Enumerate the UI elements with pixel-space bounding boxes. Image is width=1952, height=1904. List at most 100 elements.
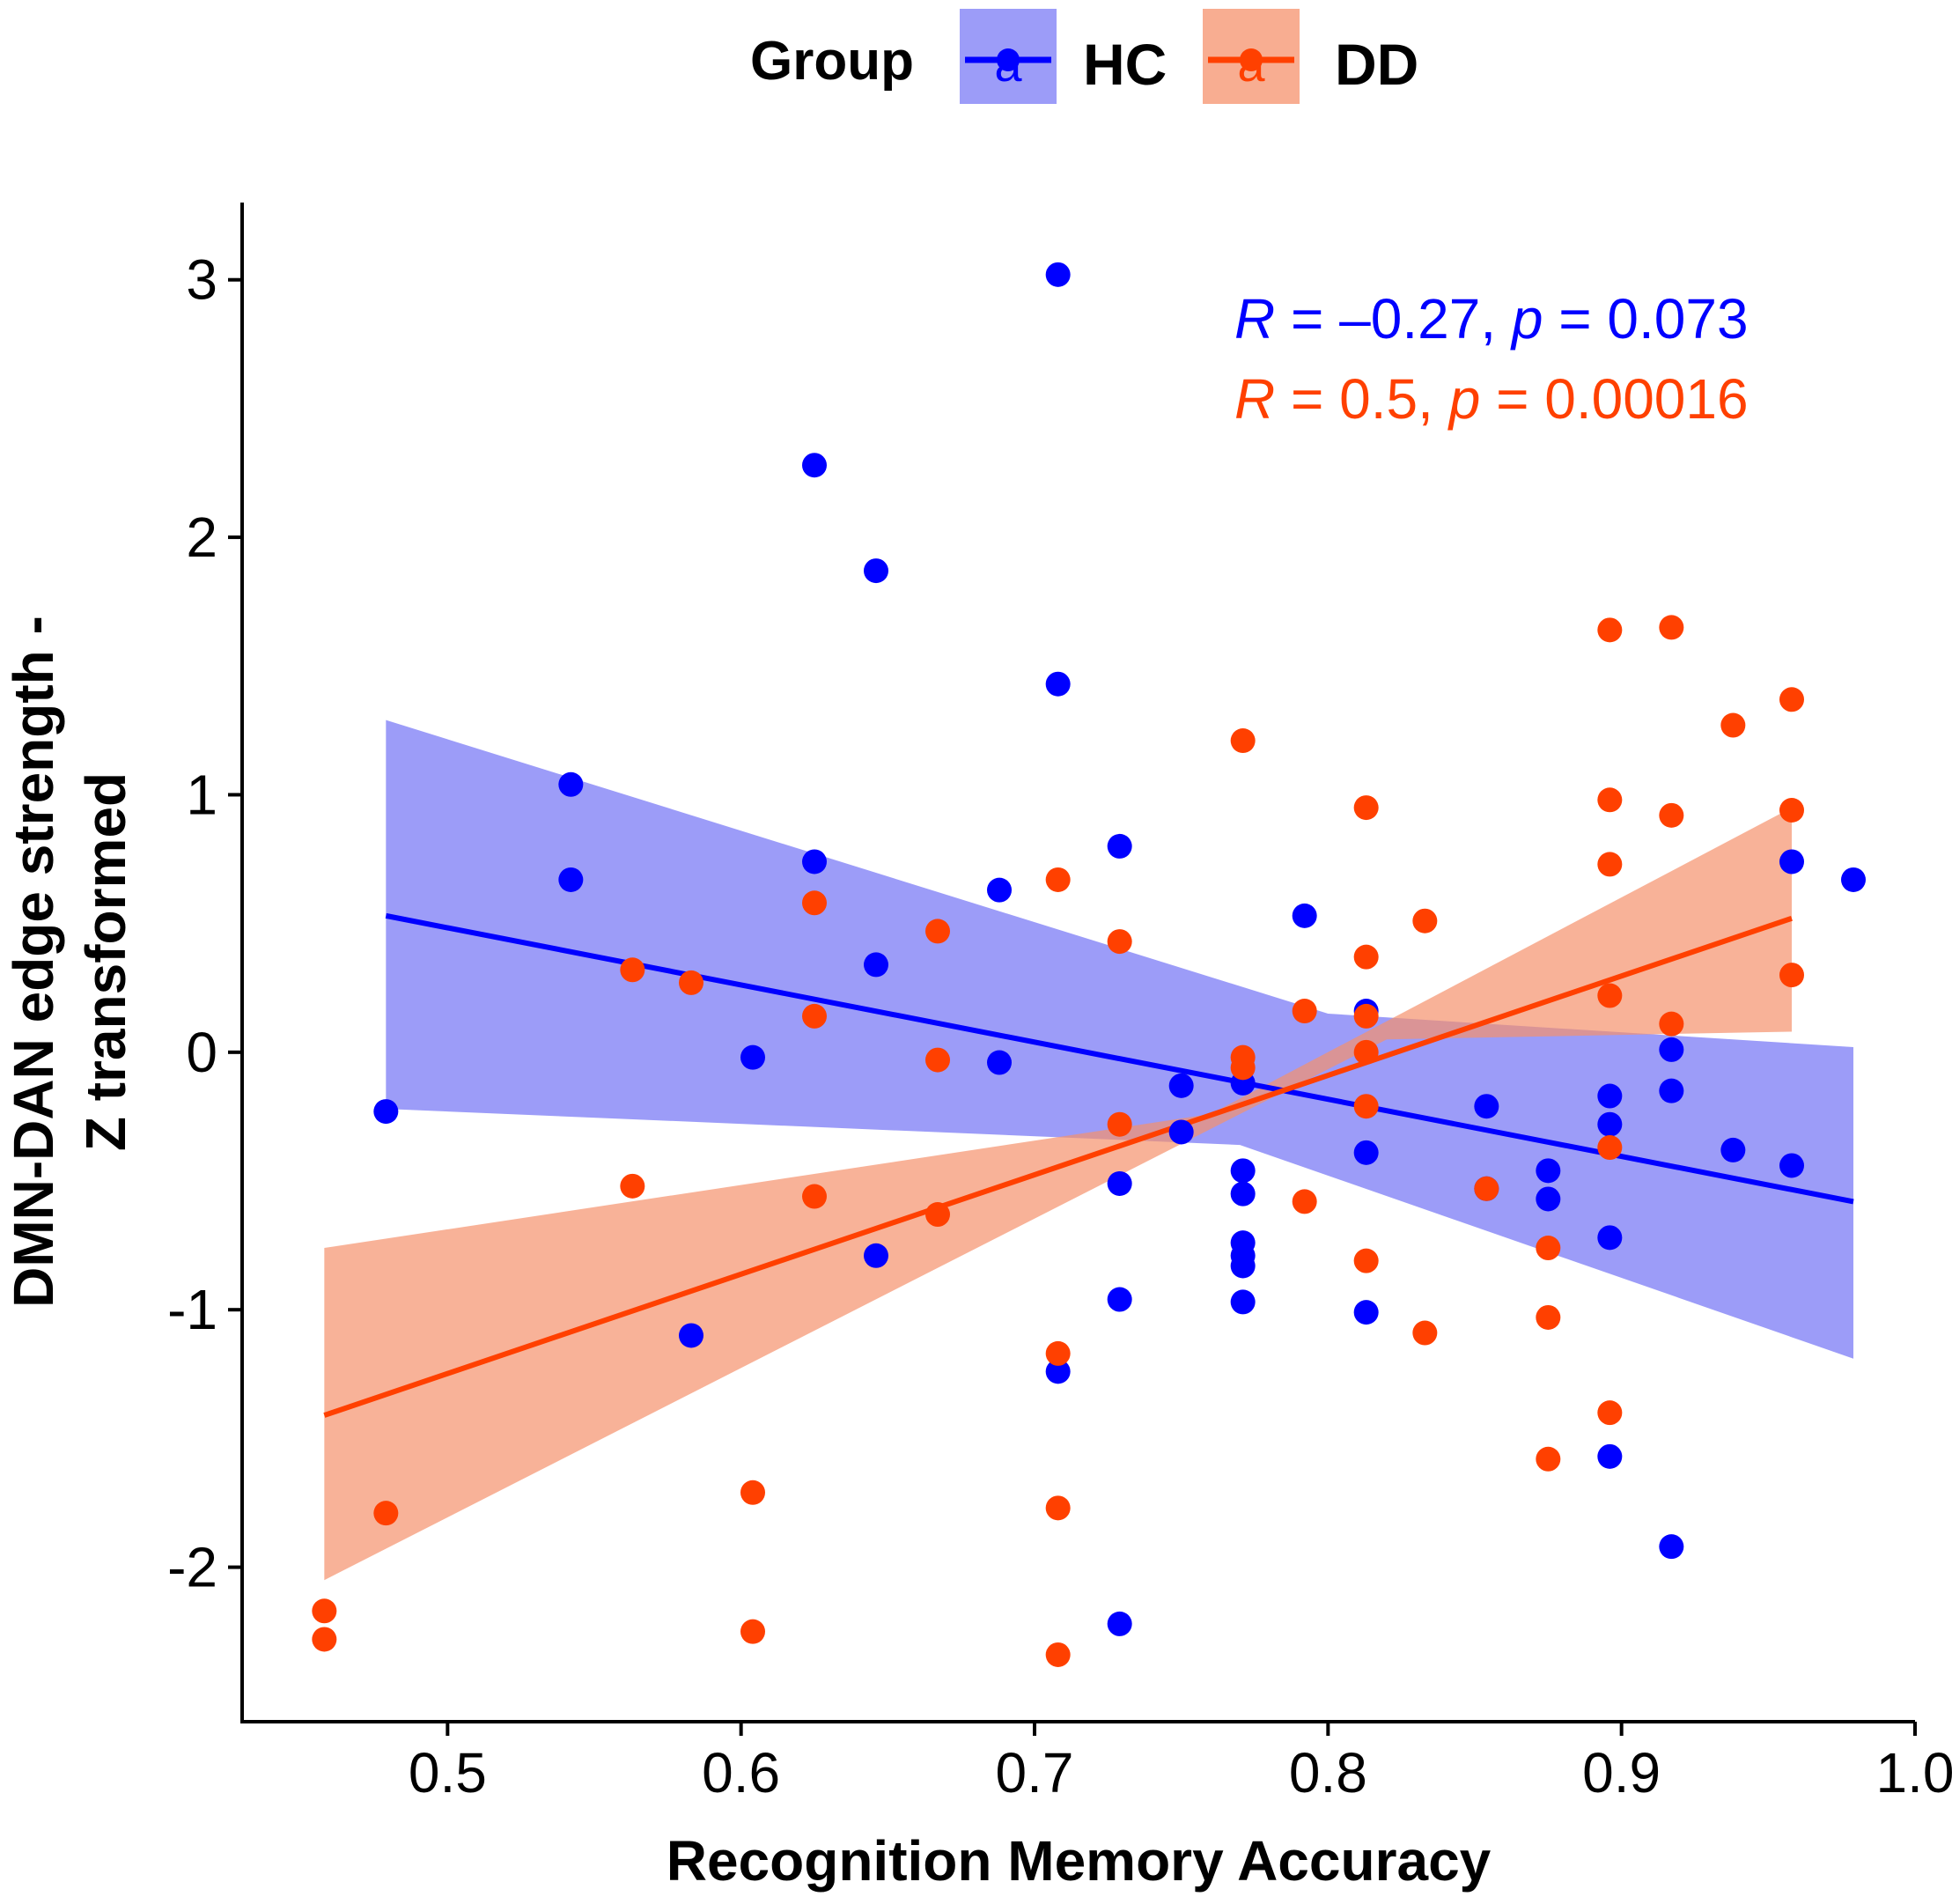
- point-hc: [1107, 1287, 1132, 1312]
- point-dd: [1353, 1003, 1379, 1029]
- point-hc: [1779, 1153, 1804, 1178]
- x-tick-label: 0.7: [996, 1741, 1074, 1804]
- point-dd: [1045, 1642, 1071, 1667]
- point-dd: [1779, 963, 1804, 988]
- point-hc: [1168, 1119, 1194, 1145]
- point-hc: [1353, 1300, 1379, 1325]
- point-hc: [558, 771, 584, 797]
- point-dd: [1353, 1094, 1379, 1119]
- point-dd: [1230, 728, 1256, 754]
- point-hc: [1230, 1243, 1256, 1268]
- point-dd: [740, 1480, 765, 1505]
- legend-label-dd: DD: [1335, 32, 1418, 97]
- legend-key-dd: a: [1203, 9, 1300, 104]
- point-dd: [925, 1202, 950, 1228]
- point-hc: [373, 1099, 399, 1125]
- point-hc: [1292, 903, 1317, 928]
- legend-key-hc-point: [997, 48, 1020, 71]
- point-dd: [1536, 1304, 1561, 1330]
- point-hc: [1107, 833, 1132, 859]
- stat-dd-p-value: = 0.00016: [1480, 367, 1748, 431]
- point-hc: [1045, 671, 1071, 697]
- stat-dd-r-label: R: [1234, 367, 1275, 431]
- point-dd: [312, 1627, 337, 1652]
- point-dd: [1659, 615, 1684, 640]
- x-axis-ticks: 0.5 0.6 0.7 0.8 0.9 1.0: [409, 1722, 1952, 1804]
- point-hc: [1107, 1170, 1132, 1196]
- point-dd: [1659, 1011, 1684, 1037]
- y-axis-title-line1: DMN-DAN edge strength -: [2, 616, 65, 1308]
- stat-hc-r-value: = –0.27,: [1275, 287, 1512, 351]
- point-dd: [1412, 1320, 1438, 1346]
- point-dd: [1779, 687, 1804, 712]
- stat-hc-p-label: p: [1510, 287, 1543, 351]
- point-hc: [802, 849, 827, 875]
- point-hc: [1168, 1073, 1194, 1098]
- x-axis-title: Recognition Memory Accuracy: [667, 1829, 1492, 1893]
- point-dd: [802, 890, 827, 916]
- point-dd: [1353, 1039, 1379, 1065]
- point-hc: [1107, 1611, 1132, 1636]
- point-dd: [1597, 1400, 1623, 1426]
- point-hc: [1045, 1359, 1071, 1384]
- y-tick-label: 2: [186, 506, 217, 569]
- stat-hc-r-label: R: [1234, 287, 1275, 351]
- point-dd: [925, 919, 950, 944]
- point-dd: [679, 970, 703, 995]
- y-axis-title-line2: Z transformed: [74, 772, 137, 1151]
- x-tick-label: 1.0: [1876, 1741, 1952, 1804]
- point-hc: [558, 867, 584, 892]
- point-hc: [1536, 1186, 1561, 1212]
- legend-title: Group: [750, 31, 914, 92]
- y-tick-label: 3: [186, 248, 217, 312]
- point-dd: [373, 1501, 399, 1526]
- x-tick-label: 0.6: [702, 1741, 780, 1804]
- point-dd: [1474, 1176, 1499, 1201]
- point-dd: [802, 1184, 827, 1209]
- point-dd: [1107, 1111, 1132, 1137]
- y-axis-title: DMN-DAN edge strength - Z transformed: [2, 616, 137, 1308]
- legend-key-hc: a: [960, 9, 1057, 104]
- point-dd: [1597, 983, 1623, 1008]
- y-tick-label: -2: [167, 1536, 217, 1599]
- point-dd: [1353, 1248, 1379, 1273]
- point-hc: [1597, 1083, 1623, 1109]
- point-dd: [1292, 999, 1317, 1024]
- point-hc: [1720, 1137, 1746, 1162]
- point-dd: [1597, 787, 1623, 813]
- point-hc: [1536, 1158, 1561, 1184]
- confidence-bands: [324, 720, 1853, 1581]
- legend-key-hc-glyph: a: [994, 36, 1022, 92]
- point-hc: [1474, 1094, 1499, 1119]
- point-dd: [620, 1173, 645, 1199]
- point-dd: [1230, 1055, 1256, 1081]
- legend-label-hc: HC: [1083, 32, 1167, 97]
- point-dd: [1045, 867, 1071, 892]
- point-hc: [1779, 849, 1804, 875]
- confidence-band-dd: [324, 808, 1792, 1581]
- y-tick-label: -1: [167, 1278, 217, 1341]
- point-hc: [864, 1243, 888, 1268]
- point-dd: [1045, 1495, 1071, 1521]
- point-dd: [1353, 795, 1379, 821]
- point-hc: [864, 952, 888, 978]
- point-dd: [1659, 802, 1684, 828]
- point-dd: [1597, 852, 1623, 877]
- point-hc: [1230, 1181, 1256, 1207]
- y-tick-label: 0: [186, 1021, 217, 1084]
- point-hc: [864, 558, 888, 584]
- stat-dd-p-label: p: [1447, 367, 1481, 431]
- point-hc: [1597, 1225, 1623, 1251]
- x-tick-label: 0.8: [1289, 1741, 1367, 1804]
- point-dd: [620, 957, 645, 983]
- stat-annotation-hc: R = –0.27, p = 0.073: [1234, 287, 1749, 351]
- point-dd: [1353, 944, 1379, 970]
- point-dd: [1720, 712, 1746, 738]
- point-hc: [1230, 1289, 1256, 1315]
- point-hc: [1597, 1111, 1623, 1137]
- point-hc: [1353, 1140, 1379, 1165]
- legend: Group a HC a DD: [750, 9, 1418, 104]
- point-dd: [740, 1619, 765, 1644]
- point-hc: [802, 453, 827, 478]
- point-hc: [1659, 1037, 1684, 1062]
